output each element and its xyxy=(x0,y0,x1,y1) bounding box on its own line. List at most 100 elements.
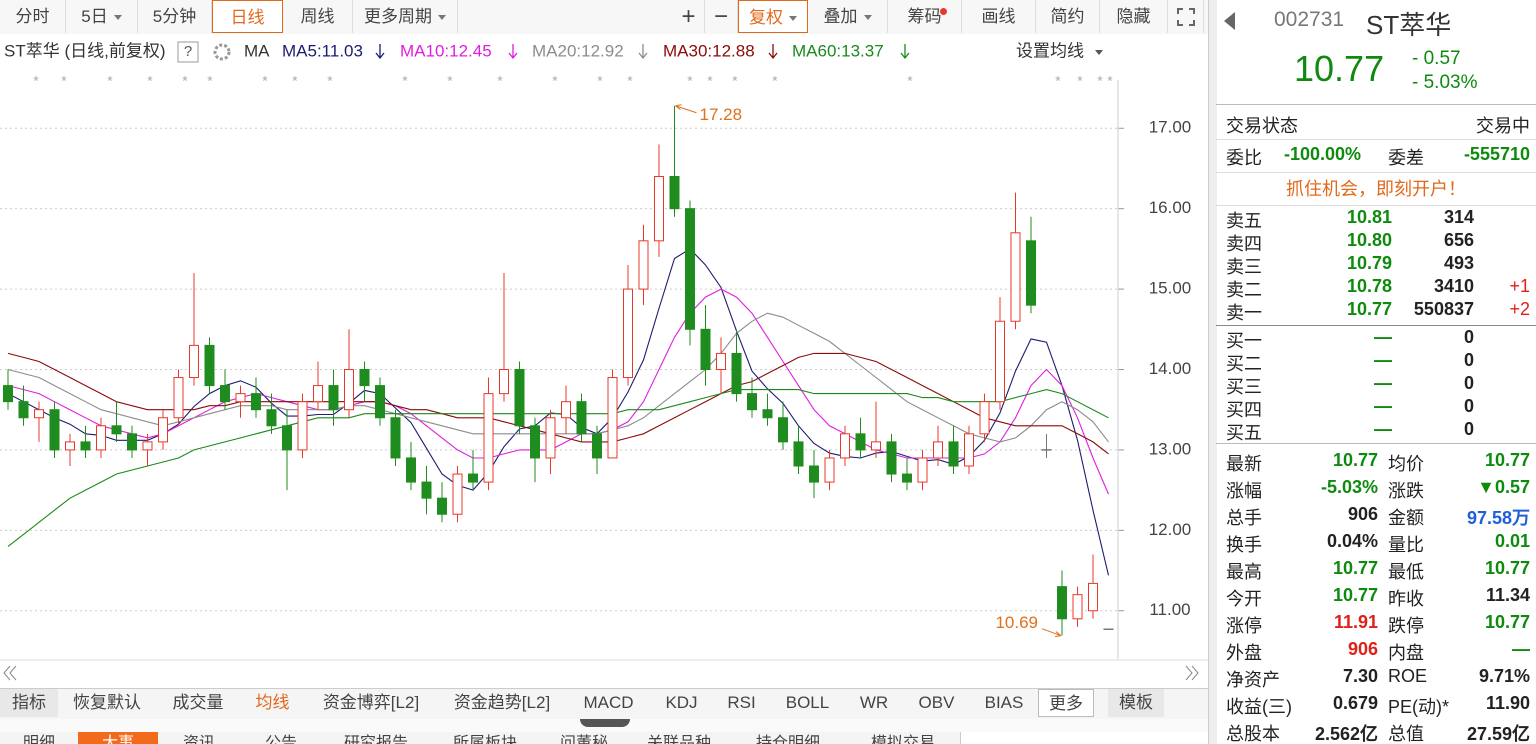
legend-entry: MA30:12.88 xyxy=(663,41,755,60)
resize-handle[interactable] xyxy=(580,719,630,727)
book-label: 买三 xyxy=(1226,377,1262,397)
price-change-pct: - 5.03% xyxy=(1412,72,1478,93)
indicator-tab[interactable]: 模板 xyxy=(1108,689,1164,717)
toolbar-button[interactable]: 简约 xyxy=(1036,0,1100,33)
candle-body xyxy=(592,433,602,459)
candle-body xyxy=(623,288,633,379)
toolbar-button[interactable]: 更多周期 xyxy=(353,0,458,33)
toolbar-button[interactable]: 日线 xyxy=(212,0,283,33)
info-tab[interactable]: 明细 xyxy=(0,732,79,744)
y-tick-label: 17.00 xyxy=(1149,118,1192,137)
candle-body xyxy=(809,465,819,483)
toolbar-button[interactable]: 画线 xyxy=(962,0,1036,33)
event-marker: * xyxy=(597,73,603,89)
splitter[interactable] xyxy=(1208,0,1217,744)
info-tab[interactable]: 资讯 xyxy=(158,732,241,744)
indicator-tab[interactable]: 资金博弈[L2] xyxy=(322,693,420,712)
stat-label: PE(动)* xyxy=(1388,697,1450,717)
stat-label: 跌停 xyxy=(1388,616,1424,636)
info-tab[interactable]: 公告 xyxy=(240,732,323,744)
info-tab[interactable]: 问董秘 xyxy=(540,732,629,744)
candle-body xyxy=(778,417,788,443)
info-tab[interactable]: 模拟交易 xyxy=(846,732,961,744)
book-price: — xyxy=(1374,396,1392,416)
indicator-tab[interactable]: 指标 xyxy=(0,689,58,717)
ma-line xyxy=(7,352,1109,455)
indicator-tab[interactable]: 恢复默认 xyxy=(73,693,141,712)
stat-label: 涨跌 xyxy=(1388,481,1424,501)
ma-settings: 设置均线 xyxy=(1016,41,1084,60)
promo-link[interactable]: 抓住机会，即刻开户！ xyxy=(1216,172,1536,206)
status-value: 交易中 xyxy=(1476,116,1530,136)
y-tick-label: 13.00 xyxy=(1149,439,1192,458)
candle-body xyxy=(1072,594,1083,620)
candle-body xyxy=(452,473,463,515)
event-marker: * xyxy=(907,73,913,89)
toolbar-button[interactable]: + xyxy=(673,0,705,33)
indicator-tab[interactable]: KDJ xyxy=(665,693,698,712)
candle-body xyxy=(1010,232,1021,322)
stat-value: 906 xyxy=(1347,639,1378,659)
event-marker: * xyxy=(147,73,153,89)
book-volume: 0 xyxy=(1463,396,1474,416)
indicator-tab[interactable]: BIAS xyxy=(984,693,1024,712)
toolbar-button[interactable]: 隐藏 xyxy=(1100,0,1168,33)
book-price: — xyxy=(1374,373,1392,393)
indicator-tab[interactable]: MACD xyxy=(583,693,634,712)
event-marker: * xyxy=(447,73,453,89)
toolbar-button[interactable]: 周线 xyxy=(283,0,353,33)
info-tab[interactable]: 大事 xyxy=(78,732,159,744)
event-marker: * xyxy=(1097,73,1103,89)
notification-dot xyxy=(940,8,947,15)
indicator-tab[interactable]: 资金趋势[L2] xyxy=(453,693,551,712)
info-tab[interactable]: 关联品种 xyxy=(628,732,731,744)
toolbar-button[interactable]: 5分钟 xyxy=(138,0,212,33)
info-tab[interactable]: 研究报告 xyxy=(322,732,431,744)
event-marker: * xyxy=(207,73,213,89)
book-label: 买二 xyxy=(1226,354,1262,374)
legend-arrow xyxy=(768,44,778,60)
event-marker: * xyxy=(497,73,503,89)
toolbar-button[interactable]: 复权 xyxy=(738,0,808,33)
last-price: 10.77 xyxy=(1294,48,1385,89)
candle-body xyxy=(499,369,509,395)
candle-body xyxy=(406,457,416,483)
indicator-tab[interactable]: 更多 xyxy=(1038,689,1094,717)
stat-label: 最高 xyxy=(1226,562,1262,582)
price-change: - 0.57 xyxy=(1412,48,1461,69)
book-price: 10.80 xyxy=(1346,230,1392,250)
stat-value: 10.77 xyxy=(1332,585,1378,605)
info-tab[interactable]: 持仓明细 xyxy=(730,732,847,744)
indicator-tab[interactable]: BOLL xyxy=(785,693,830,712)
indicator-tab[interactable]: 均线 xyxy=(255,693,290,712)
diff-value: -555710 xyxy=(1463,144,1530,164)
stat-label: 涨幅 xyxy=(1226,481,1262,501)
candle-body xyxy=(142,441,153,451)
book-volume: 656 xyxy=(1443,230,1474,250)
info-tab[interactable]: 所属板块 xyxy=(430,732,541,744)
stat-value: 2.562亿 xyxy=(1314,724,1378,744)
toolbar-button[interactable]: 筹码 xyxy=(888,0,962,33)
book-volume: 0 xyxy=(1463,419,1474,439)
stat-label: 昨收 xyxy=(1388,589,1424,609)
status-label: 交易状态 xyxy=(1226,116,1298,136)
toolbar-button[interactable]: 叠加 xyxy=(808,0,888,33)
toolbar-button[interactable]: − xyxy=(705,0,738,33)
candle-body xyxy=(189,344,199,379)
fullscreen-button[interactable] xyxy=(1168,0,1204,33)
indicator-tab[interactable]: RSI xyxy=(727,693,756,712)
stat-label: 换手 xyxy=(1226,535,1262,555)
indicator-tab[interactable]: 成交量 xyxy=(172,693,224,712)
toolbar-button[interactable]: 分时 xyxy=(0,0,66,33)
event-marker: * xyxy=(707,73,713,89)
candle-body xyxy=(685,208,695,330)
indicator-tab[interactable]: OBV xyxy=(918,693,955,712)
event-marker: * xyxy=(107,73,113,89)
book-volume: 314 xyxy=(1443,207,1474,227)
book-volume: 0 xyxy=(1463,327,1474,347)
prev-stock[interactable] xyxy=(1224,12,1235,30)
stat-label: 今开 xyxy=(1226,589,1262,609)
indicator-tab[interactable]: WR xyxy=(859,693,889,712)
toolbar-button[interactable]: 5日 xyxy=(66,0,138,33)
